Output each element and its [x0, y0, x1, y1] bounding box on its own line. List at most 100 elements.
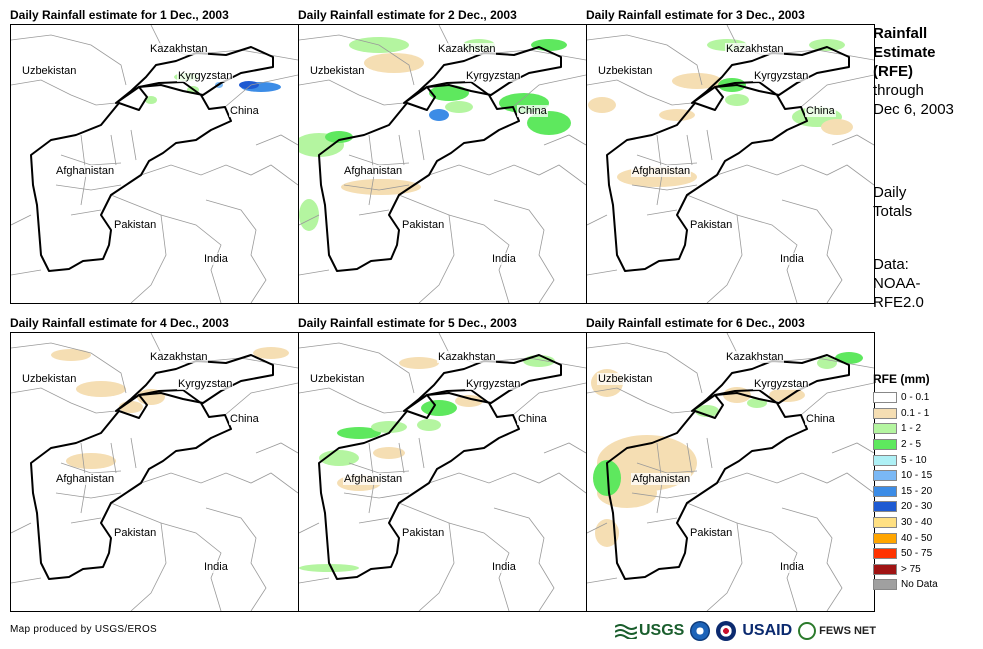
- rainfall-patch: [145, 96, 157, 104]
- boundary-line: [587, 577, 618, 584]
- boundary-line: [706, 522, 743, 611]
- boundary-line: [205, 199, 267, 303]
- country-border: [606, 389, 808, 580]
- boundary-line: [716, 472, 874, 494]
- rainfall-patch: [527, 111, 571, 135]
- rainfall-patch: [672, 73, 722, 89]
- boundary-line: [726, 333, 874, 369]
- boundary-line: [736, 214, 798, 303]
- map-frame: Kazakhstan Uzbekistan Kyrgyzstan China Afgha…: [586, 24, 875, 304]
- boundary-line: [800, 382, 874, 416]
- rainfall-patch: [429, 109, 449, 121]
- legend-swatch: [873, 407, 897, 419]
- rainfall-patch: [817, 357, 837, 369]
- side-daily: Daily: [873, 184, 907, 201]
- map-frame: Kazakhstan Uzbekistan Kyrgyzstan China Afgha…: [10, 332, 299, 612]
- country-border: [318, 81, 520, 272]
- boundary-line: [348, 462, 410, 474]
- country-border: [606, 81, 808, 272]
- rainfall-map: [299, 25, 586, 303]
- label-india: India: [779, 253, 805, 265]
- label-uzbekistan: Uzbekistan: [309, 373, 366, 385]
- boundary-line: [160, 522, 222, 611]
- boundary-line: [299, 269, 330, 276]
- legend-swatch: [873, 548, 897, 560]
- boundary-line: [140, 164, 298, 186]
- fews-logo-text: FEWS NET: [819, 625, 876, 637]
- label-afghanistan: Afghanistan: [343, 165, 404, 177]
- boundary-line: [418, 437, 425, 469]
- rainfall-patch: [659, 109, 695, 121]
- boundary-line: [11, 34, 127, 86]
- boundary-line: [686, 442, 693, 474]
- boundary-line: [299, 79, 405, 106]
- rainfall-map: [11, 333, 298, 611]
- map-frame: Kazakhstan Uzbekistan Kyrgyzstan China Afgha…: [586, 332, 875, 612]
- boundary-line: [418, 129, 425, 161]
- rainfall-patch: [445, 101, 473, 113]
- label-uzbekistan: Uzbekistan: [597, 65, 654, 77]
- boundary-line: [130, 437, 137, 469]
- legend-swatch: [873, 423, 897, 435]
- legend: RFE (mm) 0 - 0.1 0.1 - 1 1 - 2 2 - 5 5 - 10 1…: [873, 372, 938, 593]
- rainfall-patch: [325, 131, 353, 143]
- legend-label: No Data: [901, 579, 938, 591]
- boundary-line: [255, 134, 298, 146]
- legend-item: 0 - 0.1: [873, 390, 938, 406]
- panel-title: Daily Rainfall estimate for 5 Dec., 2003: [298, 316, 517, 330]
- legend-item: 30 - 40: [873, 515, 938, 531]
- boundary-line: [418, 214, 455, 303]
- legend-label: 10 - 15: [901, 470, 933, 482]
- boundary-line: [110, 442, 117, 474]
- legend-label: 0.1 - 1: [901, 407, 930, 419]
- legend-swatch: [873, 501, 897, 513]
- boundary-line: [130, 214, 167, 303]
- map-frame: Kazakhstan Uzbekistan Kyrgyzstan China Afgha…: [298, 24, 587, 304]
- globe-icon: [798, 622, 817, 640]
- boundary-line: [438, 25, 586, 61]
- legend-item: No Data: [873, 577, 938, 593]
- boundary-line: [110, 502, 162, 524]
- boundary-line: [150, 333, 298, 369]
- boundary-line: [631, 184, 698, 191]
- legend-item: 20 - 30: [873, 499, 938, 515]
- panel-title: Daily Rainfall estimate for 6 Dec., 2003: [586, 316, 805, 330]
- rainfall-patch: [455, 395, 483, 407]
- boundary-line: [543, 442, 586, 454]
- side-data-source: Data: NOAA- RFE2.0: [873, 255, 978, 312]
- side-data-src1: NOAA-: [873, 275, 921, 292]
- boundary-line: [448, 214, 510, 303]
- boundary-line: [646, 209, 678, 216]
- boundary-line: [224, 382, 298, 416]
- label-pakistan: Pakistan: [113, 219, 158, 231]
- label-afghanistan: Afghanistan: [55, 165, 116, 177]
- rainfall-patch: [429, 85, 469, 101]
- side-title-line-2: Estimate: [873, 44, 936, 61]
- boundary-line: [493, 507, 555, 611]
- rainfall-patch: [809, 39, 845, 51]
- boundary-line: [60, 154, 122, 166]
- legend-swatch: [873, 454, 897, 466]
- boundary-line: [428, 472, 586, 494]
- boundary-line: [205, 507, 267, 611]
- country-border: [691, 354, 850, 412]
- credit-text: Map produced by USGS/EROS: [10, 624, 158, 635]
- label-pakistan: Pakistan: [689, 527, 734, 539]
- legend-label: > 75: [901, 563, 921, 575]
- label-afghanistan: Afghanistan: [343, 473, 404, 485]
- legend-item: > 75: [873, 562, 938, 578]
- legend-label: 5 - 10: [901, 454, 927, 466]
- legend-label: 40 - 50: [901, 532, 933, 544]
- boundary-line: [11, 522, 32, 534]
- legend-item: 5 - 10: [873, 452, 938, 468]
- rainfall-patch: [531, 39, 567, 51]
- label-pakistan: Pakistan: [401, 527, 446, 539]
- label-kazakhstan: Kazakhstan: [437, 351, 497, 363]
- rainfall-patch: [364, 53, 424, 73]
- boundary-line: [686, 502, 738, 524]
- legend-item: 2 - 5: [873, 437, 938, 453]
- legend-swatch: [873, 563, 897, 575]
- rainfall-patch: [821, 119, 853, 135]
- boundary-line: [11, 577, 42, 584]
- side-title-line-1: Rainfall: [873, 25, 928, 42]
